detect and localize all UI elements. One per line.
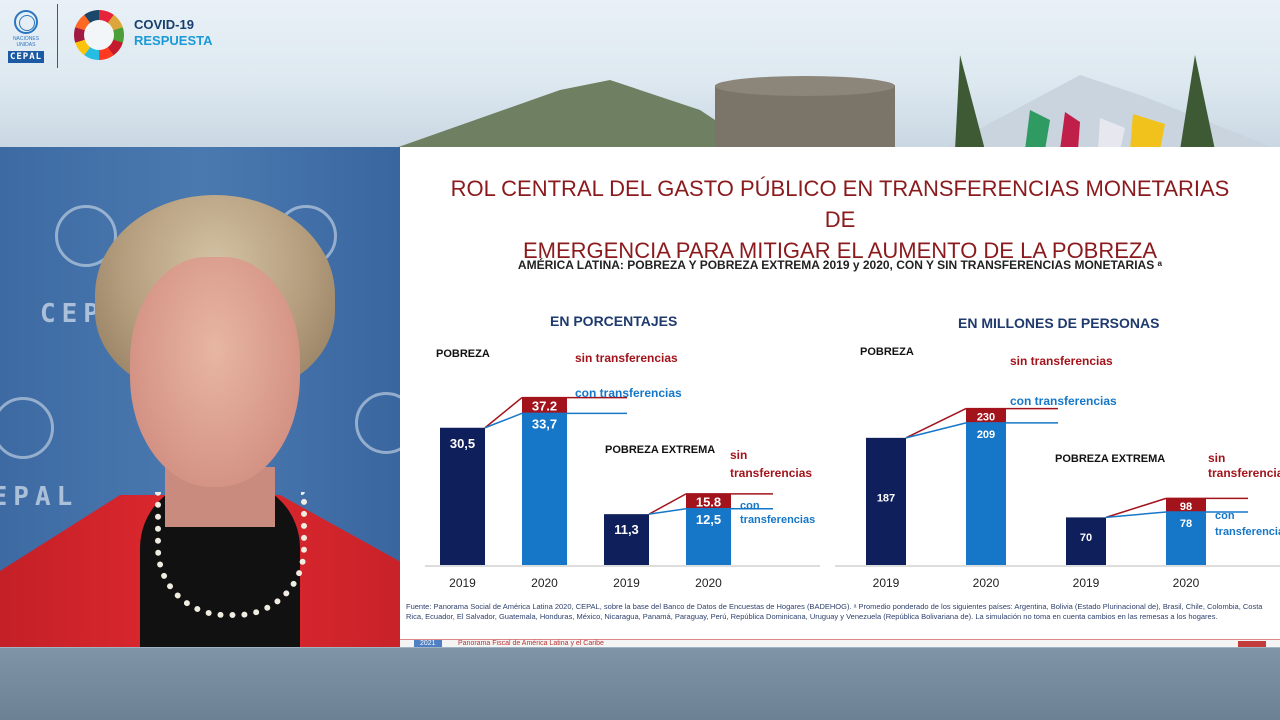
- bar-value-2019: 30,5: [450, 436, 475, 451]
- bar-2020-con: [686, 508, 731, 565]
- trend-line-sin: [1105, 497, 1167, 519]
- footer-cepal-logo: [1238, 641, 1266, 647]
- x-tick-label: 2020: [695, 576, 722, 590]
- bar-charts: POBREZA 30,5 33,7 37.2 sin transferencias con…: [425, 346, 1280, 590]
- un-emblem-icon: [0, 397, 54, 459]
- slide-footer: [400, 639, 1280, 647]
- bar-value-2020-con: 12,5: [696, 512, 721, 527]
- un-emblem-icon: [14, 10, 38, 34]
- source-note: Fuente: Panorama Social de América Latin…: [406, 602, 1263, 621]
- group-label: POBREZA: [436, 348, 490, 360]
- un-emblem-icon: [355, 392, 400, 454]
- trend-line-sin: [484, 397, 523, 429]
- bar-value-2020-con: 78: [1180, 518, 1192, 530]
- sin-transferencias-label: sin transferencias: [575, 351, 678, 365]
- pearl-necklace: [155, 492, 307, 618]
- bar-value-2020-sin: 98: [1180, 501, 1192, 513]
- chart-title-millones: EN MILLONES DE PERSONAS: [958, 315, 1160, 331]
- bar-2019: [604, 514, 649, 565]
- sin-transferencias-label: transferencias: [730, 466, 812, 480]
- slide-title-line1: ROL CENTRAL DEL GASTO PÚBLICO EN TRANSFE…: [450, 176, 1230, 232]
- x-tick-label: 2019: [449, 576, 476, 590]
- face: [130, 257, 300, 487]
- x-tick-label: 2020: [531, 576, 558, 590]
- bar-value-2019: 187: [877, 492, 895, 504]
- chart-title-porcentajes: EN PORCENTAJES: [550, 313, 678, 329]
- presentation-slide: ROL CENTRAL DEL GASTO PÚBLICO EN TRANSFE…: [400, 147, 1280, 647]
- group-label: POBREZA EXTREMA: [605, 444, 715, 456]
- bar-value-2019: 11,3: [614, 522, 639, 537]
- floor-backdrop: [0, 648, 1280, 720]
- bar-value-2020-con: 209: [977, 429, 995, 441]
- slide-title-line2: EMERGENCIA PARA MITIGAR EL AUMENTO DE LA…: [522, 238, 1158, 263]
- bar-value-2019: 70: [1080, 532, 1092, 544]
- x-tick-label: 2020: [973, 576, 1000, 590]
- trend-line-con: [1105, 511, 1167, 519]
- covid-title: COVID-19: [134, 17, 194, 32]
- x-tick-label: 2019: [613, 576, 640, 590]
- sin-transferencias-label: sin: [1208, 451, 1225, 465]
- group-label: POBREZA EXTREMA: [1055, 453, 1165, 465]
- bar-2020-sin: [686, 493, 731, 509]
- un-emblem-icon: [55, 205, 117, 267]
- cepal-logo-text: CEPAL: [8, 51, 44, 63]
- logo-divider: [57, 4, 58, 68]
- bar-2020-sin: [1166, 498, 1206, 512]
- slide-title: ROL CENTRAL DEL GASTO PÚBLICO EN TRANSFE…: [440, 173, 1240, 266]
- x-tick-label: 2019: [873, 576, 900, 590]
- bar-value-2020-con: 33,7: [532, 416, 557, 431]
- bar-2020-con: [1166, 511, 1206, 565]
- group-label: POBREZA: [860, 346, 914, 358]
- slide-subtitle: AMÉRICA LATINA: POBREZA Y POBREZA EXTREM…: [517, 258, 1163, 272]
- bar-value-2020-sin: 15.8: [696, 494, 721, 509]
- sin-transferencias-label: sin transferencias: [1010, 354, 1113, 368]
- bar-value-2020-sin: 230: [977, 412, 995, 424]
- x-tick-label: 2020: [1173, 576, 1200, 590]
- con-transferencias-label: transferencias: [740, 514, 815, 526]
- speaker-video-feed: CEPAL CEPAL: [0, 147, 400, 647]
- trend-line-con: [648, 508, 687, 515]
- con-transferencias-label: transferencias: [1215, 526, 1280, 538]
- con-transferencias-label: con transferencias: [575, 386, 682, 400]
- sin-transferencias-label: sin: [730, 448, 747, 462]
- trend-line-sin: [648, 493, 687, 515]
- footer-year: 2021: [414, 640, 442, 647]
- un-small-text: NACIONES UNIDAS: [12, 36, 40, 48]
- sdg-wheel-icon: [74, 10, 124, 60]
- bar-2019: [1066, 517, 1106, 565]
- bar-value-2020-sin: 37.2: [532, 398, 557, 413]
- un-cepal-logo: NACIONES UNIDAS CEPAL: [6, 8, 46, 63]
- landscape-illustration: [390, 55, 1280, 150]
- bar-2020-sin: [522, 397, 567, 414]
- bar-2019: [866, 437, 906, 565]
- trend-line-con: [905, 422, 967, 439]
- bar-2019: [440, 427, 485, 565]
- bar-2020-sin: [966, 408, 1006, 423]
- con-transferencias-label: con transferencias: [1010, 394, 1117, 408]
- sin-transferencias-label: transferencias: [1208, 466, 1280, 480]
- con-transferencias-label: con: [1215, 510, 1235, 522]
- bar-2020-con: [522, 413, 567, 565]
- con-transferencias-label: con: [740, 500, 760, 512]
- x-tick-label: 2019: [1073, 576, 1100, 590]
- trend-line-sin: [905, 407, 967, 439]
- covid-subtitle: RESPUESTA: [134, 33, 213, 48]
- bar-2020-con: [966, 422, 1006, 565]
- footer-text: Panorama Fiscal de América Latina y el C…: [458, 640, 604, 647]
- trend-line-con: [484, 412, 523, 429]
- wall-cepal-logo: CEPAL: [0, 482, 79, 512]
